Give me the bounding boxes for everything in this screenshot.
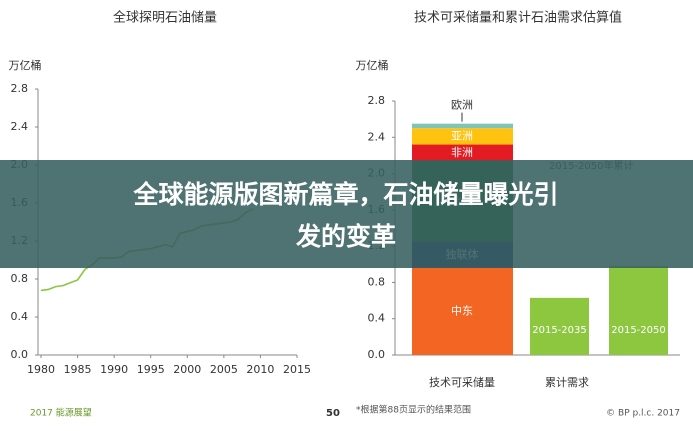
x-tick-label: 技术可采储量 [429, 375, 495, 389]
y-tick-label: 0.4 [11, 310, 29, 323]
y-tick-label: 2.4 [368, 130, 386, 143]
bar-segment [412, 267, 513, 355]
x-tick-label: 2005 [210, 363, 238, 376]
y-tick-label: 2.8 [11, 82, 29, 95]
x-tick-label: 1995 [137, 363, 165, 376]
footnote: *根据第88页显示的结果范围 [356, 404, 471, 416]
x-tick-label: 1980 [27, 363, 55, 376]
footer-right: © BP p.l.c. 2017 [606, 409, 680, 419]
demand-bar [530, 297, 589, 355]
segment-label: 欧洲 [451, 99, 473, 112]
bar-segment [412, 144, 513, 162]
x-tick-label: 2000 [173, 363, 201, 376]
segment-label: 中东 [451, 304, 473, 317]
banner-text: 全球能源版图新篇章，石油储量曝光引 [132, 180, 558, 209]
demand-label: 2015-2050 [611, 325, 666, 336]
x-tick-label: 1985 [64, 363, 92, 376]
demand-label: 2015-2035 [532, 325, 587, 336]
chart-title: 全球探明石油储量 [113, 10, 217, 26]
x-tick-label: 2015 [283, 363, 311, 376]
y-unit: 万亿桶 [9, 58, 42, 72]
y-tick-label: 0.8 [368, 275, 386, 288]
y-tick-label: 0.4 [368, 312, 386, 325]
bar-segment [412, 128, 513, 145]
y-unit: 万亿桶 [356, 58, 389, 72]
demand-bar [609, 266, 668, 355]
y-tick-label: 2.4 [11, 120, 29, 133]
chart-title: 技术可采储量和累计石油需求估算值 [414, 10, 622, 26]
banner-bg [0, 160, 693, 268]
y-tick-label: 0.8 [11, 272, 29, 285]
segment-label: 非洲 [451, 146, 473, 159]
y-tick-label: 2.8 [368, 94, 386, 107]
bar-segment [412, 123, 513, 129]
banner-text: 发的变革 [295, 222, 396, 251]
footer-left: 2017 能源展望 [30, 407, 92, 419]
y-tick-label: 0.0 [11, 348, 29, 361]
segment-label: 亚洲 [451, 129, 473, 142]
x-tick-label: 2010 [246, 363, 274, 376]
x-tick-label: 1990 [100, 363, 128, 376]
x-tick-label: 累计需求 [545, 376, 589, 389]
y-tick-label: 0.0 [368, 348, 386, 361]
page-number: 50 [326, 408, 340, 419]
